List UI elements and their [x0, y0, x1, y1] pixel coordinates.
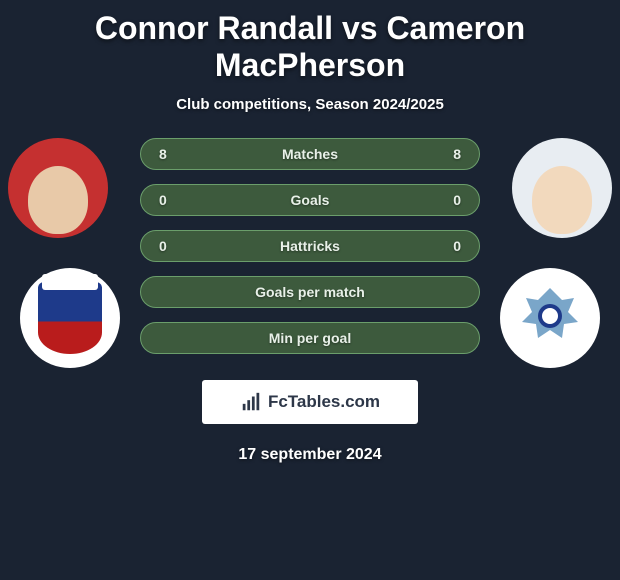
stat-label: Matches: [179, 146, 441, 162]
stat-label: Goals per match: [179, 284, 441, 300]
club-left-crest: [20, 268, 120, 368]
branding-badge: FcTables.com: [202, 380, 418, 424]
player-silhouette-icon: [512, 138, 612, 238]
player-right-avatar: [512, 138, 612, 238]
stat-right-value: 0: [441, 238, 461, 254]
branding-text: FcTables.com: [268, 392, 380, 412]
stat-label: Min per goal: [179, 330, 441, 346]
stat-label: Hattricks: [179, 238, 441, 254]
comparison-panel: 8 Matches 8 0 Goals 0 0 Hattricks 0 Goal…: [0, 138, 620, 464]
crest-icon: [514, 282, 586, 354]
player-silhouette-icon: [8, 138, 108, 238]
stat-row: Min per goal: [140, 322, 480, 354]
page-title: Connor Randall vs Cameron MacPherson: [0, 0, 620, 84]
stat-row: 0 Goals 0: [140, 184, 480, 216]
stat-row: 8 Matches 8: [140, 138, 480, 170]
stat-right-value: 8: [441, 146, 461, 162]
stat-label: Goals: [179, 192, 441, 208]
shield-icon: [38, 282, 102, 354]
stat-right-value: 0: [441, 192, 461, 208]
player-left-avatar: [8, 138, 108, 238]
stat-left-value: 8: [159, 146, 179, 162]
bar-chart-icon: [240, 391, 262, 413]
date-label: 17 september 2024: [0, 446, 620, 464]
stat-left-value: 0: [159, 238, 179, 254]
stat-row: Goals per match: [140, 276, 480, 308]
club-right-crest: [500, 268, 600, 368]
stat-row: 0 Hattricks 0: [140, 230, 480, 262]
stat-left-value: 0: [159, 192, 179, 208]
subtitle: Club competitions, Season 2024/2025: [0, 96, 620, 113]
stats-list: 8 Matches 8 0 Goals 0 0 Hattricks 0 Goal…: [140, 138, 480, 354]
